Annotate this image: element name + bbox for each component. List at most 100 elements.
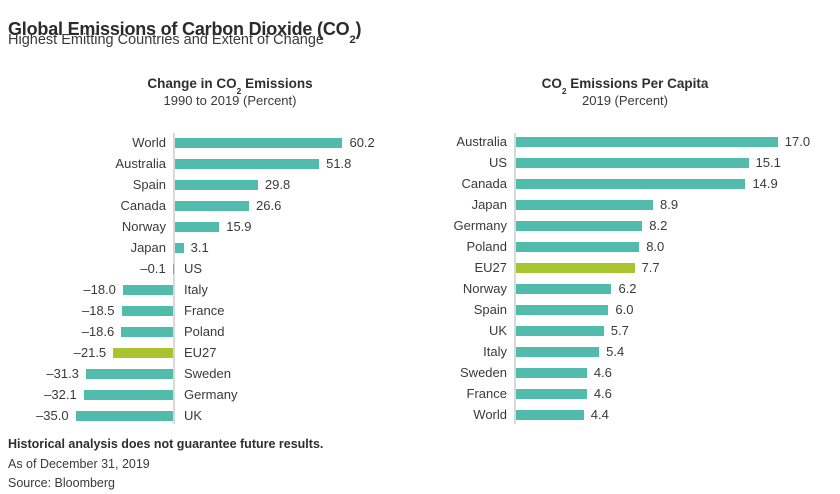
bar-uk: [75, 411, 173, 421]
bar-eu27: [113, 348, 173, 358]
bar-france: [516, 389, 587, 399]
bar-sweden: [85, 369, 173, 379]
value-france: 4.6: [593, 386, 612, 401]
label-germany: Germany: [184, 387, 238, 402]
label-uk: UK: [488, 323, 507, 338]
label-spain: Spain: [132, 177, 166, 192]
label-canada: Canada: [120, 198, 166, 213]
bar-japan: [175, 243, 184, 253]
bar-poland: [516, 242, 640, 252]
bar-uk: [516, 326, 604, 336]
subscript-2: 2: [236, 85, 242, 96]
bar-world: [175, 138, 343, 148]
value-norway: 6.2: [618, 281, 637, 296]
subscript-2: 2: [349, 33, 356, 46]
label-france: France: [184, 303, 225, 318]
bar-canada: [175, 201, 249, 211]
as-of-date: As of December 31, 2019: [8, 457, 150, 471]
label-sweden: Sweden: [184, 366, 231, 381]
value-spain: 6.0: [615, 302, 634, 317]
per-capita-emissions-chart: Australia 17.0 US 15.1 Canada 14.9 Japan 8.9 Ger…: [420, 125, 840, 437]
label-japan: Japan: [130, 240, 166, 255]
value-australia: 17.0: [784, 134, 811, 149]
bar-poland: [121, 327, 173, 337]
bar-australia: [516, 137, 778, 147]
bar-spain: [516, 305, 609, 315]
label-australia: Australia: [456, 134, 507, 149]
label-germany: Germany: [453, 218, 507, 233]
value-world: 4.4: [590, 407, 609, 422]
right-chart-subtitle: 2019 (Percent): [582, 93, 668, 108]
value-world: 60.2: [349, 135, 375, 150]
label-spain: Spain: [473, 302, 507, 317]
bar-italy: [122, 285, 173, 295]
label-poland: Poland: [466, 239, 507, 254]
bar-australia: [175, 159, 320, 169]
bar-sweden: [516, 368, 587, 378]
value-spain: 29.8: [264, 177, 291, 192]
label-uk: UK: [184, 408, 203, 423]
value-poland: 8.0: [646, 239, 665, 254]
label-world: World: [473, 407, 507, 422]
bar-italy: [516, 347, 600, 357]
right-chart-header: CO2 Emissions Per Capita 2019 (Percent): [430, 76, 820, 108]
disclaimer-text: Historical analysis does not guarantee f…: [8, 437, 324, 451]
label-norway: Norway: [462, 281, 507, 296]
value-sweden: –31.3: [46, 366, 79, 381]
right-chart-title: CO2 Emissions Per Capita: [541, 76, 709, 96]
value-eu27: 7.7: [641, 260, 660, 275]
label-italy: Italy: [483, 344, 507, 359]
label-poland: Poland: [184, 324, 225, 339]
label-france: France: [466, 386, 507, 401]
change-in-emissions-chart: World 60.2 Australia 51.8 Spain 29.8 Canada 26.…: [0, 125, 420, 437]
label-italy: Italy: [184, 282, 208, 297]
bar-japan: [516, 200, 654, 210]
label-sweden: Sweden: [460, 365, 507, 380]
left-chart-title: Change in CO2 Emissions: [147, 76, 313, 96]
value-japan: 8.9: [660, 197, 679, 212]
value-italy: –18.0: [83, 282, 116, 297]
value-uk: –35.0: [36, 408, 69, 423]
left-chart-subtitle: 1990 to 2019 (Percent): [163, 93, 297, 108]
label-us: US: [488, 155, 507, 170]
bar-germany: [83, 390, 173, 400]
label-world: World: [132, 135, 166, 150]
label-eu27: EU27: [474, 260, 507, 275]
value-poland: –18.6: [81, 324, 115, 339]
value-canada: 14.9: [752, 176, 778, 191]
bar-spain: [175, 180, 258, 190]
value-us: 15.1: [755, 155, 781, 170]
bar-norway: [175, 222, 220, 232]
bar-eu27: [516, 263, 635, 273]
value-eu27: –21.5: [73, 345, 107, 360]
value-us: –0.1: [140, 261, 166, 276]
value-germany: 8.2: [649, 218, 668, 233]
value-france: –18.5: [81, 303, 115, 318]
value-germany: –32.1: [44, 387, 77, 402]
bar-norway: [516, 284, 612, 294]
value-australia: 51.8: [326, 156, 352, 171]
bar-france: [121, 306, 173, 316]
value-japan: 3.1: [190, 240, 209, 255]
bar-germany: [516, 221, 643, 231]
source-text: Source: Bloomberg: [8, 476, 116, 490]
left-chart-header: Change in CO2 Emissions 1990 to 2019 (Pe…: [30, 76, 430, 108]
label-eu27: EU27: [184, 345, 217, 360]
label-us: US: [184, 261, 203, 276]
bar-canada: [516, 179, 746, 189]
label-australia: Australia: [115, 156, 166, 171]
subscript-2: 2: [561, 85, 567, 96]
axis-line: [514, 133, 516, 424]
label-japan: Japan: [471, 197, 507, 212]
axis-line: [173, 133, 175, 424]
value-italy: 5.4: [606, 344, 625, 359]
page-subtitle: Highest Emitting Countries and Extent of…: [8, 32, 324, 48]
value-canada: 26.6: [256, 198, 282, 213]
value-uk: 5.7: [610, 323, 629, 338]
label-canada: Canada: [461, 176, 507, 191]
bar-us: [516, 158, 749, 168]
bar-world: [516, 410, 584, 420]
value-norway: 15.9: [226, 219, 252, 234]
page-title: Global Emissions of Carbon Dioxide (CO2): [8, 19, 362, 46]
